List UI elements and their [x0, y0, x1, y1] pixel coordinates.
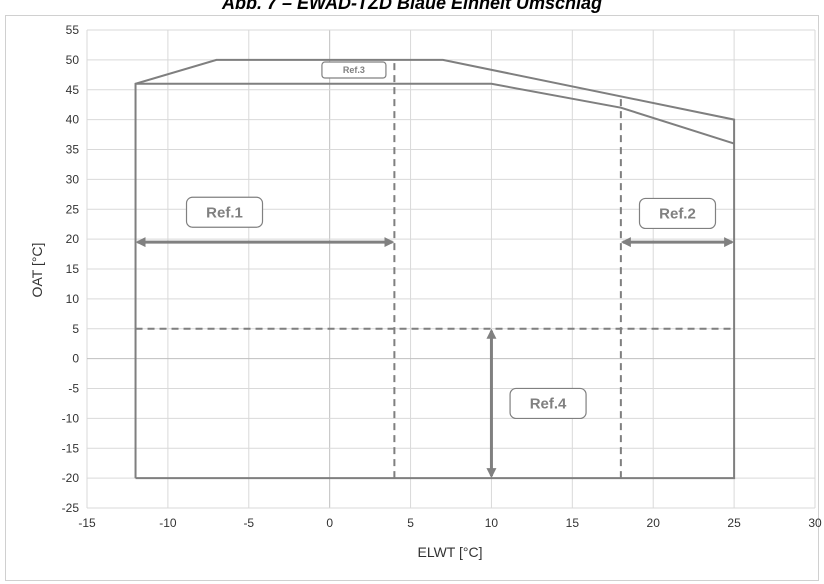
x-tick-label: 15: [566, 516, 580, 530]
y-tick-label: -15: [62, 441, 80, 455]
y-tick-label: 25: [66, 202, 80, 216]
x-tick-label: 10: [485, 516, 499, 530]
y-axis-title: OAT [°C]: [29, 243, 45, 298]
y-tick-label: 5: [72, 322, 79, 336]
annotation-box: [321, 61, 387, 79]
y-tick-label: 15: [66, 262, 80, 276]
series-group: [134, 58, 736, 480]
annotation-ref-2: Ref.2: [638, 197, 717, 230]
y-tick-label: -20: [62, 471, 80, 485]
x-tick-label: 5: [407, 516, 414, 530]
x-tick-label: 20: [647, 516, 661, 530]
annotation-label: Ref.4: [530, 396, 567, 413]
y-tick-label: 0: [72, 352, 79, 366]
annotation-label: Ref.3: [343, 65, 365, 75]
y-tick-label: 20: [66, 232, 80, 246]
y-tick-label: -25: [62, 501, 80, 515]
annotation-label: Ref.1: [206, 204, 243, 221]
annotation-ref-3: Ref.3: [321, 61, 387, 79]
annotation-group: Ref.1 Ref.2 Ref.3 Ref.4: [185, 61, 717, 420]
annotation-box: [509, 387, 587, 420]
y-tick-label: 30: [66, 172, 80, 186]
arrow-group: [135, 237, 735, 479]
y-tick-label: -10: [62, 411, 80, 425]
y-tick-label: 55: [66, 23, 80, 37]
x-tick-label: 30: [808, 516, 822, 530]
grid: [86, 29, 816, 509]
x-axis-title: ELWT [°C]: [418, 544, 483, 560]
x-tick-label: -10: [159, 516, 177, 530]
annotation-box: [185, 196, 264, 228]
x-tick-label: 0: [326, 516, 333, 530]
y-tick-label: 10: [66, 292, 80, 306]
annotation-ref-1: Ref.1: [185, 196, 264, 228]
chart-frame: [5, 15, 819, 581]
y-tick-label: 50: [66, 53, 80, 67]
annotation-label: Ref.2: [659, 206, 696, 223]
y-tick-label: 40: [66, 113, 80, 127]
annotation-ref-4: Ref.4: [509, 387, 587, 420]
annotation-box: [638, 197, 717, 230]
envelope-line-2: [135, 82, 735, 145]
x-tick-label: -15: [78, 516, 96, 530]
y-tick-label: -5: [68, 382, 79, 396]
x-tick-label: -5: [243, 516, 254, 530]
x-tick-label: 25: [727, 516, 741, 530]
tick-labels: -15 -10 -5 0 5 10 15 20 25 30 -25 -20 -15 -10 -5 0 5 10 15…: [62, 23, 822, 530]
y-tick-label: 45: [66, 83, 80, 97]
figure-title: Abb. 7 – EWAD-TZD Blaue Einheit Umschlag: [221, 0, 603, 13]
y-tick-label: 35: [66, 143, 80, 157]
